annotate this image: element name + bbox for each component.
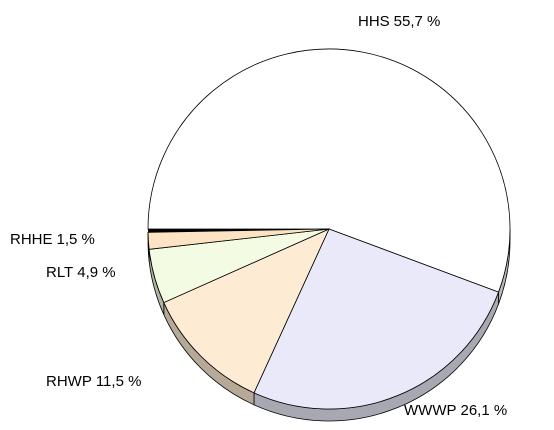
pie-slice: [147, 228, 330, 250]
category-label: RHHE: [10, 231, 53, 248]
pie-slice: [163, 228, 330, 394]
slice-label: RLT 4,9 %: [46, 264, 116, 281]
pie-slices: [147, 48, 511, 410]
value-label: 11,5 %: [96, 373, 142, 390]
slice-label: HHS 55,7 %: [358, 13, 440, 30]
pie-slice: [147, 48, 511, 293]
value-label: 55,7 %: [394, 13, 441, 30]
category-label: HHS: [358, 13, 390, 30]
slice-label: RHWP 11,5 %: [46, 373, 141, 390]
labels: HHS 55,7 % WWWP 26,1 % RHWP 11,5 % RLT 4,9 % RHH…: [10, 13, 507, 419]
slice-label: RHHE 1,5 %: [10, 231, 95, 248]
value-label: 26,1 %: [460, 402, 507, 419]
category-label: RHWP: [46, 373, 92, 390]
pie-slice: [253, 228, 500, 410]
slice-label: WWWP 26,1 %: [404, 402, 507, 419]
category-label: WWWP: [404, 402, 456, 419]
value-label: 1,5 %: [57, 231, 95, 248]
category-label: RLT: [46, 264, 73, 281]
value-label: 4,9 %: [77, 264, 115, 281]
